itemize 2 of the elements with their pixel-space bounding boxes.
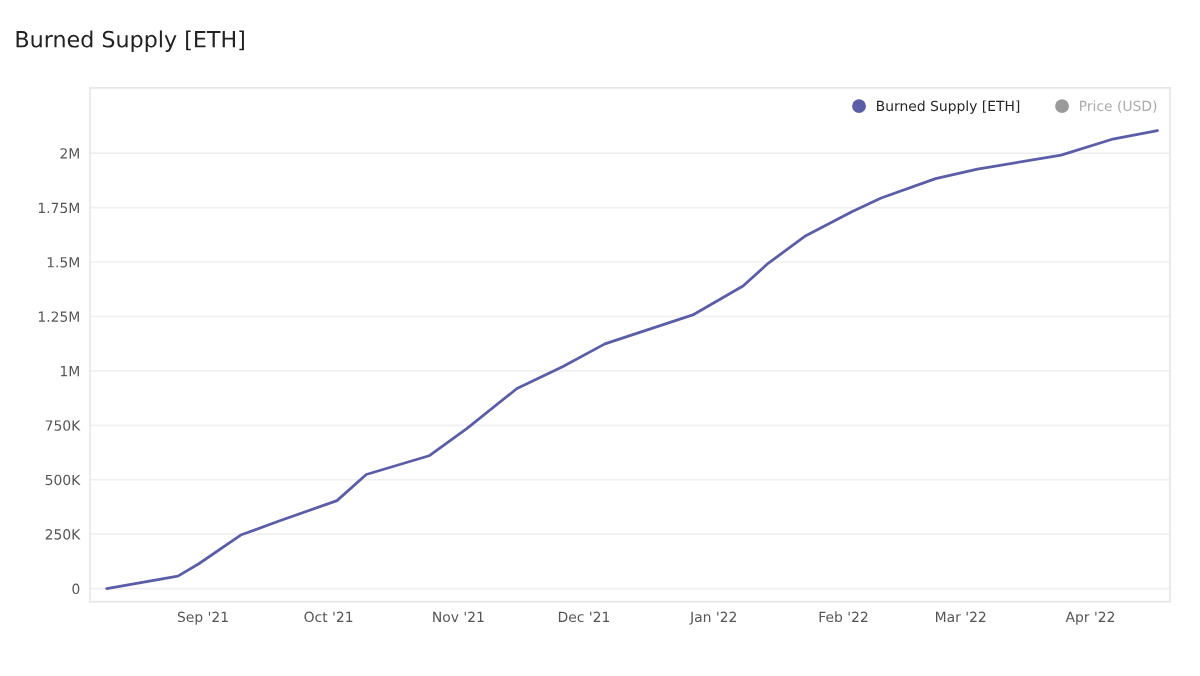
line-series bbox=[105, 129, 1159, 590]
chart-title: Burned Supply [ETH] bbox=[16, 30, 244, 52]
